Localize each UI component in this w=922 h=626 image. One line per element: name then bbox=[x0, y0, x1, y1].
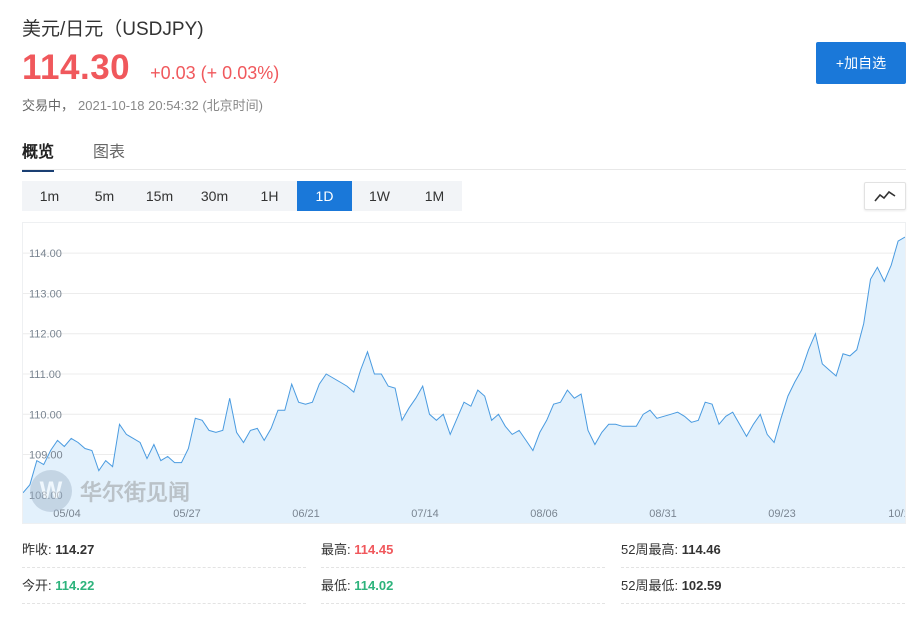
x-tick-label: 05/04 bbox=[53, 508, 81, 520]
stat-value: 114.45 bbox=[354, 542, 394, 557]
range-5m[interactable]: 5m bbox=[94, 188, 115, 204]
tab-bar: 概览 图表 bbox=[22, 136, 906, 172]
x-tick-label: 05/27 bbox=[173, 508, 201, 520]
stat-52w-low: 52周最低: 102.59 bbox=[621, 568, 905, 604]
watermark-text: 华尔街见闻 bbox=[80, 480, 191, 506]
stat-label: 52周最低: bbox=[621, 578, 679, 593]
x-tick-label: 10/1 bbox=[888, 508, 906, 520]
range-30m[interactable]: 30m bbox=[200, 188, 229, 204]
stat-label: 52周最高: bbox=[621, 542, 679, 557]
chart-type-button[interactable] bbox=[864, 182, 906, 210]
stat-value: 102.59 bbox=[681, 578, 722, 593]
stat-label: 昨收: bbox=[22, 542, 52, 557]
price-area bbox=[23, 237, 905, 523]
range-1d[interactable]: 1D bbox=[297, 181, 352, 211]
price-chart-svg: 114.00 113.00 112.00 111.00 110.00 109.00 108.… bbox=[23, 236, 906, 523]
stat-label: 今开: bbox=[22, 578, 52, 593]
watermark-logo-icon: W bbox=[30, 470, 72, 512]
stat-value: 114.27 bbox=[55, 542, 95, 557]
range-1m[interactable]: 1m bbox=[39, 188, 60, 204]
y-tick-label: 109.00 bbox=[29, 450, 63, 462]
range-1w[interactable]: 1W bbox=[369, 188, 390, 204]
page-title: 美元/日元（USDJPY) bbox=[22, 19, 204, 40]
tab-overview[interactable]: 概览 bbox=[22, 138, 55, 172]
range-15m[interactable]: 15m bbox=[145, 188, 174, 204]
add-to-watchlist-button[interactable]: +加自选 bbox=[816, 42, 906, 84]
stat-label: 最低: bbox=[321, 578, 351, 593]
stat-open: 今开: 114.22 bbox=[22, 568, 306, 604]
tab-chart[interactable]: 图表 bbox=[93, 144, 126, 161]
stat-value: 114.02 bbox=[354, 578, 394, 593]
time-range-selector: 1m 5m 15m 30m 1H 1D 1W 1M bbox=[22, 181, 462, 211]
x-tick-label: 08/06 bbox=[530, 508, 558, 520]
y-tick-label: 112.00 bbox=[29, 329, 62, 341]
y-tick-label: 111.00 bbox=[29, 369, 61, 381]
stat-low: 最低: 114.02 bbox=[321, 568, 605, 604]
price-line bbox=[23, 236, 905, 494]
y-tick-label: 110.00 bbox=[29, 409, 62, 421]
y-tick-label: 114.00 bbox=[29, 248, 62, 260]
status-label: 交易中， bbox=[22, 98, 75, 113]
range-1mo[interactable]: 1M bbox=[424, 188, 445, 204]
line-chart-icon bbox=[874, 190, 896, 202]
stat-value: 114.22 bbox=[55, 578, 95, 593]
x-tick-label: 08/31 bbox=[649, 508, 677, 520]
watermark: W 华尔街见闻 bbox=[30, 470, 190, 512]
range-1h[interactable]: 1H bbox=[260, 188, 279, 204]
stat-high: 最高: 114.45 bbox=[321, 532, 605, 568]
price-change: +0.03 (+ 0.03%) bbox=[150, 63, 280, 83]
x-tick-label: 07/14 bbox=[411, 508, 439, 520]
x-tick-label: 06/21 bbox=[292, 508, 320, 520]
timestamp: 2021-10-18 20:54:32 (北京时间) bbox=[78, 98, 263, 113]
price-row: 114.30 +0.03 (+ 0.03%) bbox=[22, 48, 279, 88]
y-tick-label: 108.00 bbox=[29, 490, 63, 502]
stat-label: 最高: bbox=[321, 542, 351, 557]
stat-52w-high: 52周最高: 114.46 bbox=[621, 532, 905, 568]
current-price: 114.30 bbox=[22, 48, 131, 87]
stat-value: 114.46 bbox=[681, 542, 721, 557]
x-tick-label: 09/23 bbox=[768, 508, 796, 520]
trading-status: 交易中， 2021-10-18 20:54:32 (北京时间) bbox=[22, 95, 263, 114]
stat-prev-close: 昨收: 114.27 bbox=[22, 532, 306, 568]
price-chart[interactable]: 114.00 113.00 112.00 111.00 110.00 109.00 108.… bbox=[22, 222, 906, 524]
y-tick-label: 113.00 bbox=[29, 288, 62, 300]
